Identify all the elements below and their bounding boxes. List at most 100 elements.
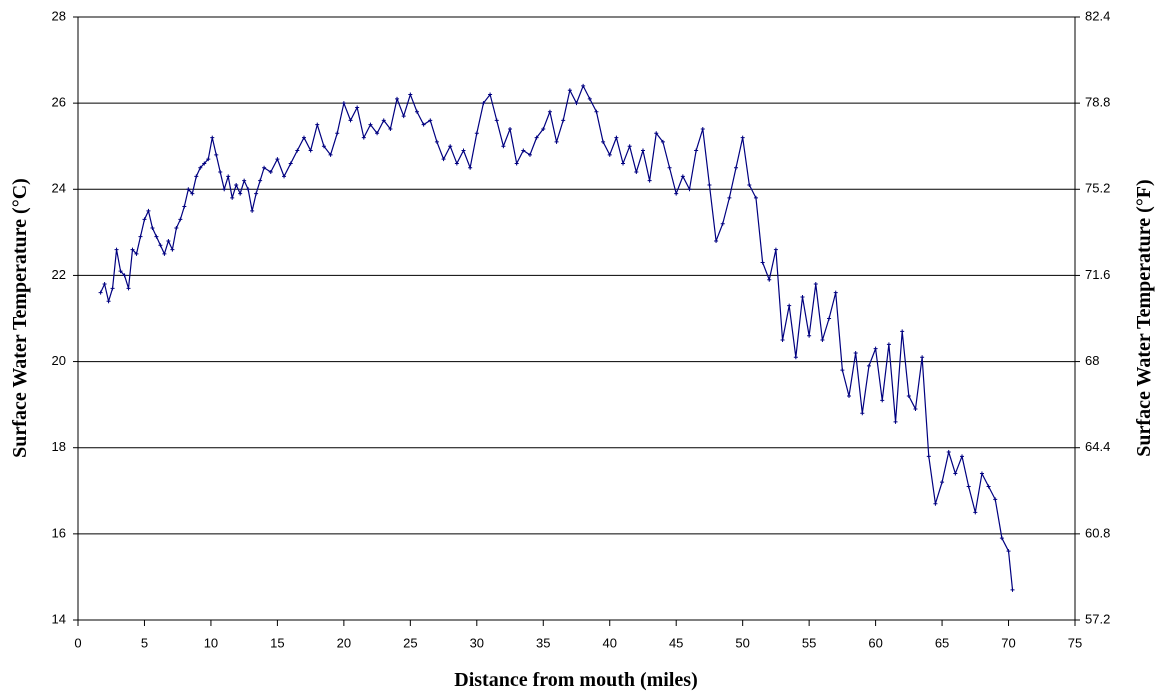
x-axis-title: Distance from mouth (miles)	[454, 669, 697, 691]
data-point	[587, 96, 592, 101]
data-point	[840, 368, 845, 373]
data-point	[760, 260, 765, 265]
x-tick-label: 45	[669, 635, 683, 650]
x-tick-label: 75	[1068, 635, 1082, 650]
x-tick-label: 25	[403, 635, 417, 650]
data-point	[953, 471, 958, 476]
data-point	[866, 363, 871, 368]
x-tick-label: 35	[536, 635, 550, 650]
data-point	[421, 122, 426, 127]
data-point	[494, 118, 499, 123]
data-point	[230, 195, 235, 200]
data-point	[262, 165, 267, 170]
y2-axis-title: Surface Water Temperature (°F)	[1133, 179, 1155, 456]
data-point	[501, 144, 506, 149]
data-point	[714, 238, 719, 243]
y2-tick-label: 57.2	[1085, 611, 1110, 626]
data-point	[110, 286, 115, 291]
y2-tick-label: 82.4	[1085, 8, 1110, 23]
y2-tick-label: 75.2	[1085, 181, 1110, 196]
data-point	[933, 501, 938, 506]
data-point	[275, 157, 280, 162]
data-point	[194, 174, 199, 179]
data-point	[461, 148, 466, 153]
data-point	[561, 118, 566, 123]
data-point	[800, 294, 805, 299]
data-point	[182, 204, 187, 209]
y-tick-label: 26	[52, 95, 66, 110]
data-point	[186, 187, 191, 192]
data-point	[880, 398, 885, 403]
data-point	[210, 135, 215, 140]
data-point	[158, 243, 163, 248]
y2-tick-label: 64.4	[1085, 439, 1110, 454]
data-point	[138, 234, 143, 239]
x-tick-label: 30	[470, 635, 484, 650]
data-point	[170, 247, 175, 252]
data-point	[554, 139, 559, 144]
data-point	[694, 148, 699, 153]
data-point	[198, 165, 203, 170]
data-point	[162, 251, 167, 256]
data-point	[767, 277, 772, 282]
data-point	[793, 355, 798, 360]
data-point	[727, 195, 732, 200]
data-point	[146, 208, 151, 213]
x-tick-label: 0	[74, 635, 81, 650]
data-point	[940, 480, 945, 485]
data-point	[246, 187, 251, 192]
data-point	[720, 221, 725, 226]
data-point	[873, 346, 878, 351]
data-point	[361, 135, 366, 140]
data-point	[288, 161, 293, 166]
data-point	[408, 92, 413, 97]
x-tick-label: 5	[141, 635, 148, 650]
data-point	[1010, 587, 1015, 592]
data-point	[308, 148, 313, 153]
data-point	[150, 226, 155, 231]
data-point	[401, 114, 406, 119]
data-point	[134, 251, 139, 256]
data-point	[860, 411, 865, 416]
data-point	[607, 152, 612, 157]
data-point	[222, 187, 227, 192]
data-point	[700, 126, 705, 131]
data-point	[206, 157, 211, 162]
data-point	[687, 187, 692, 192]
x-tick-label: 65	[935, 635, 949, 650]
data-point	[621, 161, 626, 166]
data-point	[1006, 549, 1011, 554]
x-tick-label: 50	[735, 635, 749, 650]
data-point	[740, 135, 745, 140]
data-point	[190, 191, 195, 196]
data-point	[773, 247, 778, 252]
data-point	[395, 96, 400, 101]
y2-tick-label: 78.8	[1085, 95, 1110, 110]
data-point	[680, 174, 685, 179]
data-point	[534, 135, 539, 140]
y2-tick-label: 68	[1085, 353, 1099, 368]
data-point	[847, 394, 852, 399]
data-point	[640, 148, 645, 153]
data-point	[268, 170, 273, 175]
data-point	[434, 139, 439, 144]
y2-tick-label: 71.6	[1085, 267, 1110, 282]
data-point	[753, 195, 758, 200]
data-point	[481, 101, 486, 106]
data-point	[527, 152, 532, 157]
data-point	[514, 161, 519, 166]
y-tick-label: 16	[52, 525, 66, 540]
data-point	[667, 165, 672, 170]
data-point	[368, 122, 373, 127]
data-line	[100, 84, 1014, 590]
data-point	[488, 92, 493, 97]
data-point	[178, 217, 183, 222]
data-point	[448, 144, 453, 149]
data-point	[734, 165, 739, 170]
x-tick-label: 60	[868, 635, 882, 650]
data-point	[142, 217, 147, 222]
y-tick-label: 28	[52, 8, 66, 23]
data-point	[295, 148, 300, 153]
data-point	[813, 282, 818, 287]
data-point	[282, 174, 287, 179]
